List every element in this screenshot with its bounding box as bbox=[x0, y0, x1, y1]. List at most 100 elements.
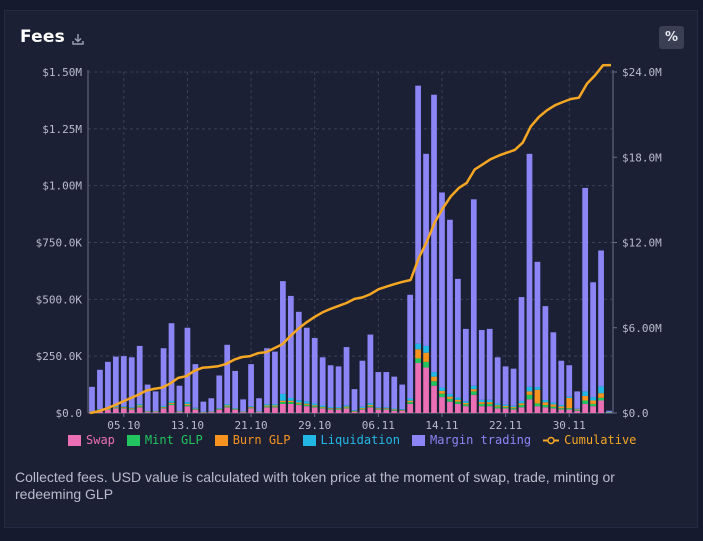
bar-margin bbox=[176, 385, 183, 411]
bar-swap bbox=[526, 399, 533, 413]
bar-liquidation bbox=[287, 397, 294, 401]
bar-mint bbox=[168, 403, 175, 406]
bar-swap bbox=[494, 408, 501, 413]
bar-mint bbox=[447, 398, 453, 402]
bar-mint bbox=[184, 405, 191, 407]
bar-swap bbox=[319, 408, 326, 413]
bar-swap bbox=[343, 408, 350, 413]
legend-item-burn[interactable]: Burn GLP bbox=[214, 433, 291, 447]
bar-mint bbox=[224, 406, 231, 408]
bar-liquidation bbox=[462, 401, 469, 403]
bar-liquidation bbox=[160, 405, 167, 408]
y-left-tick-label: $1.00M bbox=[42, 180, 82, 193]
bar-liquidation bbox=[248, 406, 254, 408]
legend-item-swap[interactable]: Swap bbox=[68, 433, 115, 447]
bar-swap bbox=[399, 410, 406, 413]
bar-mint bbox=[590, 403, 596, 407]
bar-margin bbox=[200, 401, 207, 412]
bar-swap bbox=[574, 410, 581, 413]
bar-burn bbox=[335, 408, 342, 409]
bar-swap bbox=[208, 411, 215, 413]
bar-mint bbox=[367, 406, 374, 408]
bar-swap bbox=[327, 409, 334, 413]
bar-liquidation bbox=[590, 397, 596, 401]
bar-margin bbox=[502, 366, 509, 405]
bar-mint bbox=[303, 404, 310, 407]
bar-burn bbox=[598, 393, 604, 398]
bar-burn bbox=[550, 404, 557, 407]
bar-burn bbox=[264, 405, 270, 407]
bar-margin bbox=[105, 361, 111, 408]
bar-margin bbox=[431, 94, 437, 373]
bar-swap bbox=[550, 408, 557, 413]
bar-margin bbox=[558, 360, 565, 406]
legend-item-mint[interactable]: Mint GLP bbox=[126, 433, 203, 447]
bar-liquidation bbox=[502, 404, 509, 406]
bar-margin bbox=[208, 398, 215, 412]
bar-liquidation bbox=[144, 410, 151, 412]
legend-item-margin[interactable]: Margin trading bbox=[411, 433, 531, 447]
bar-liquidation bbox=[120, 406, 127, 408]
bar-burn bbox=[566, 397, 573, 409]
bar-margin bbox=[192, 364, 199, 408]
bar-liquidation bbox=[264, 404, 270, 406]
bar-swap bbox=[240, 411, 246, 413]
bar-swap bbox=[200, 412, 207, 413]
bar-burn bbox=[558, 406, 565, 409]
x-tick-label: 30.11 bbox=[553, 419, 586, 430]
bar-liquidation bbox=[534, 387, 541, 390]
bar-swap bbox=[280, 403, 286, 413]
bar-liquidation bbox=[566, 396, 573, 398]
bar-burn bbox=[343, 406, 350, 408]
bar-swap bbox=[359, 409, 366, 413]
bar-liquidation bbox=[327, 407, 334, 409]
bar-margin bbox=[160, 348, 167, 406]
bar-burn bbox=[351, 410, 358, 412]
bar-mint bbox=[216, 409, 223, 410]
bar-liquidation bbox=[447, 393, 453, 397]
legend-label-cumulative: Cumulative bbox=[564, 433, 637, 447]
bar-liquidation bbox=[510, 405, 517, 408]
bar-mint bbox=[510, 408, 517, 410]
bar-margin bbox=[510, 368, 517, 406]
bar-mint bbox=[415, 358, 421, 363]
bar-margin bbox=[280, 281, 286, 394]
bar-margin bbox=[518, 297, 525, 401]
download-icon[interactable] bbox=[71, 32, 85, 46]
bar-burn bbox=[160, 407, 167, 408]
bar-margin bbox=[152, 391, 159, 411]
bar-burn bbox=[423, 352, 429, 362]
x-tick-label: 13.10 bbox=[171, 419, 204, 430]
bar-mint bbox=[383, 408, 390, 410]
bar-burn bbox=[152, 411, 159, 412]
legend-item-cumulative[interactable]: Cumulative bbox=[543, 433, 636, 447]
bar-liquidation bbox=[375, 407, 382, 409]
bar-swap bbox=[415, 362, 421, 413]
bar-swap bbox=[295, 405, 302, 413]
bar-margin bbox=[311, 337, 318, 404]
bar-margin bbox=[447, 219, 453, 394]
percent-toggle-button[interactable]: % bbox=[659, 26, 684, 49]
y-right-tick-label: $12.0M bbox=[622, 237, 662, 250]
bar-mint bbox=[232, 409, 239, 410]
bar-swap bbox=[383, 409, 390, 413]
bar-burn bbox=[176, 411, 183, 412]
bar-swap bbox=[272, 407, 278, 413]
bar-liquidation bbox=[399, 409, 406, 410]
bar-burn bbox=[407, 400, 414, 403]
bar-liquidation bbox=[184, 402, 191, 404]
legend-item-liquidation[interactable]: Liquidation bbox=[302, 433, 400, 447]
bar-margin bbox=[526, 153, 533, 387]
bar-margin bbox=[232, 370, 239, 408]
bar-swap bbox=[184, 406, 191, 413]
bar-burn bbox=[478, 402, 485, 404]
bar-burn bbox=[120, 407, 127, 408]
bar-liquidation bbox=[335, 407, 342, 409]
bar-swap bbox=[264, 407, 270, 413]
x-tick-label: 29.10 bbox=[298, 419, 331, 430]
y-left-tick-label: $750.0K bbox=[36, 237, 83, 250]
legend-label-mint: Mint GLP bbox=[144, 433, 203, 447]
bar-mint bbox=[327, 408, 334, 410]
y-left-tick-label: $0.0 bbox=[56, 407, 83, 420]
bar-liquidation bbox=[518, 400, 525, 404]
